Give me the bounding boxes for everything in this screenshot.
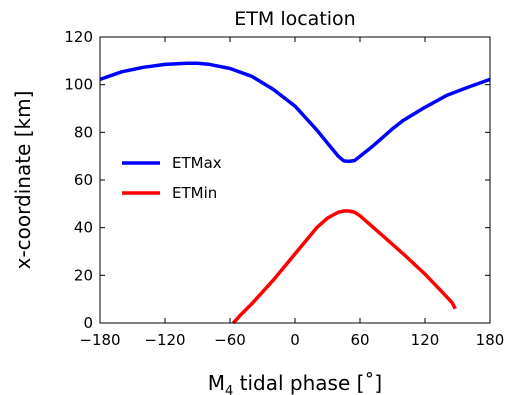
x-tick-label: −120 <box>144 331 185 349</box>
series-line-etmax <box>99 61 491 164</box>
legend-label-etmax: ETMax <box>172 154 222 172</box>
plot-area <box>99 61 491 325</box>
y-tick-label: 120 <box>64 28 93 46</box>
y-axis-title: x-coordinate [km] <box>11 91 35 270</box>
y-tick-label: 60 <box>74 171 93 189</box>
y-tick-label: 0 <box>83 314 93 332</box>
x-axis-title: M4 tidal phase [˚] <box>208 371 382 395</box>
series-line-etmin <box>232 209 457 325</box>
x-tick-label: 60 <box>350 331 369 349</box>
chart-title: ETM location <box>234 8 355 30</box>
legend-label-etmin: ETMin <box>172 184 217 202</box>
legend: ETMax ETMin <box>122 154 222 202</box>
x-axis-title-subscript: 4 <box>225 384 233 395</box>
tick-labels: −180 −120 −60 0 60 120 180 0 20 40 60 80 100 120 <box>64 28 504 349</box>
axes <box>99 36 491 324</box>
y-tick-label: 40 <box>74 219 93 237</box>
x-tick-label: 0 <box>290 331 300 349</box>
y-tick-label: 80 <box>74 123 93 141</box>
x-axis-title-rest: tidal phase [˚] <box>233 371 382 395</box>
x-tick-label: 180 <box>476 331 505 349</box>
x-tick-label: −180 <box>79 331 120 349</box>
y-tick-label: 100 <box>64 76 93 94</box>
x-tick-label: −60 <box>214 331 246 349</box>
x-tick-label: 120 <box>411 331 440 349</box>
x-axis-title-main: M <box>208 371 225 395</box>
y-tick-label: 20 <box>74 266 93 284</box>
